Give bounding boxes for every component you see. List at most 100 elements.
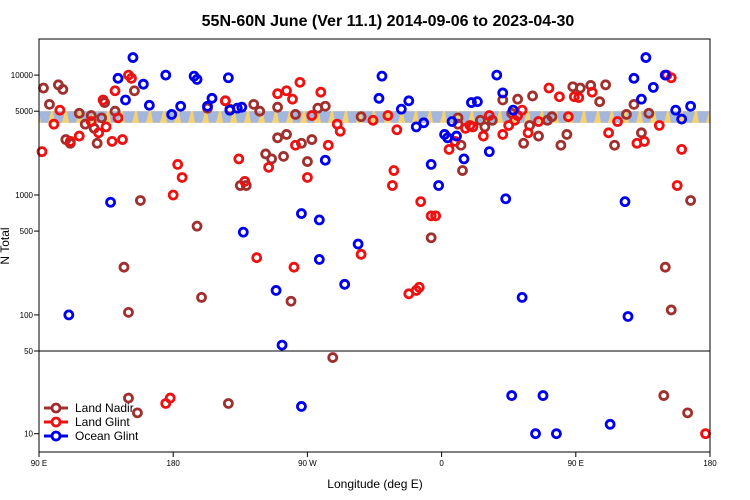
data-point (270, 285, 282, 296)
data-point (622, 311, 634, 322)
data-point (276, 339, 288, 351)
data-point (202, 100, 213, 112)
y-tick-label: 10 (24, 430, 33, 439)
data-point (555, 139, 567, 151)
data-point (117, 134, 128, 145)
data-point (466, 97, 477, 108)
data-point (425, 210, 437, 222)
x-tick-label: 0 (439, 459, 444, 468)
data-point (167, 189, 179, 201)
legend-label: Ocean Glint (75, 429, 139, 443)
data-point (126, 72, 137, 84)
data-point (638, 135, 650, 147)
data-point (355, 111, 367, 123)
data-point (64, 135, 76, 147)
data-point (497, 87, 509, 99)
data-point (319, 100, 331, 112)
data-point (477, 130, 489, 142)
data-point (251, 252, 263, 264)
y-tick-label: 500 (20, 227, 34, 236)
data-point (471, 96, 483, 108)
data-point (236, 101, 248, 113)
data-point (327, 352, 339, 363)
legend-label: Land Glint (75, 415, 130, 429)
series-land-nadir (38, 79, 697, 419)
x-tick-label: 180 (167, 459, 181, 468)
data-point (516, 291, 528, 303)
data-point (100, 121, 112, 133)
data-point (160, 69, 172, 81)
data-point (507, 104, 519, 116)
x-tick-label: 90 E (31, 459, 47, 468)
data-point (219, 95, 231, 107)
data-point (290, 139, 301, 151)
data-point (386, 180, 398, 191)
data-point (132, 407, 143, 419)
data-point (143, 99, 155, 111)
data-point (640, 52, 652, 63)
data-point (306, 134, 318, 145)
data-point (619, 196, 631, 208)
data-point (676, 144, 688, 155)
data-point (500, 193, 512, 205)
data-point (123, 306, 134, 318)
data-point (425, 158, 437, 170)
data-point (568, 91, 580, 103)
data-point (522, 127, 534, 139)
data-point (537, 390, 549, 401)
data-point (659, 261, 671, 273)
data-point (290, 109, 301, 120)
data-point (272, 132, 283, 144)
data-point (612, 116, 623, 127)
y-tick-label: 100 (20, 311, 34, 320)
data-point (636, 93, 647, 105)
data-point (127, 52, 139, 63)
data-point (91, 137, 103, 149)
data-point (451, 130, 462, 142)
data-point (643, 107, 655, 119)
x-tick-label: 90 E (568, 459, 584, 468)
data-point (85, 116, 97, 127)
data-point (628, 98, 640, 110)
data-point (339, 278, 351, 290)
data-point (382, 110, 394, 121)
data-point (196, 291, 207, 303)
data-point (609, 139, 620, 151)
data-point (231, 102, 243, 114)
data-point (682, 407, 694, 419)
data-point (443, 144, 455, 155)
data-point (376, 70, 388, 82)
data-point (306, 110, 318, 121)
data-point (467, 121, 479, 133)
data-point (73, 130, 85, 142)
legend-marker (50, 416, 62, 428)
data-point (287, 93, 298, 105)
data-point (191, 74, 203, 85)
data-point (106, 135, 118, 147)
data-point (36, 146, 48, 158)
legend-marker (50, 402, 62, 414)
data-point (573, 92, 585, 103)
x-axis-label: Longitude (deg E) (327, 477, 422, 491)
data-point (604, 418, 616, 430)
data-point (296, 401, 307, 412)
data-point (551, 428, 562, 440)
data-point (120, 94, 131, 106)
data-point (497, 129, 509, 140)
axis-ticks: 90 E 180 90 W 0 90 E 180 50 100 500 1000 5000 10000… (11, 71, 717, 468)
data-point (483, 110, 495, 121)
data-point (425, 232, 437, 244)
data-point (57, 83, 69, 95)
data-point (296, 208, 307, 219)
data-point (653, 120, 665, 131)
data-point (313, 214, 325, 226)
data-point (63, 309, 75, 321)
data-point (96, 112, 108, 124)
data-point (322, 139, 334, 151)
y-tick-label: 5000 (15, 107, 33, 116)
data-point (334, 125, 346, 137)
data-point (512, 93, 524, 105)
data-point (319, 154, 331, 166)
data-point (206, 92, 218, 104)
